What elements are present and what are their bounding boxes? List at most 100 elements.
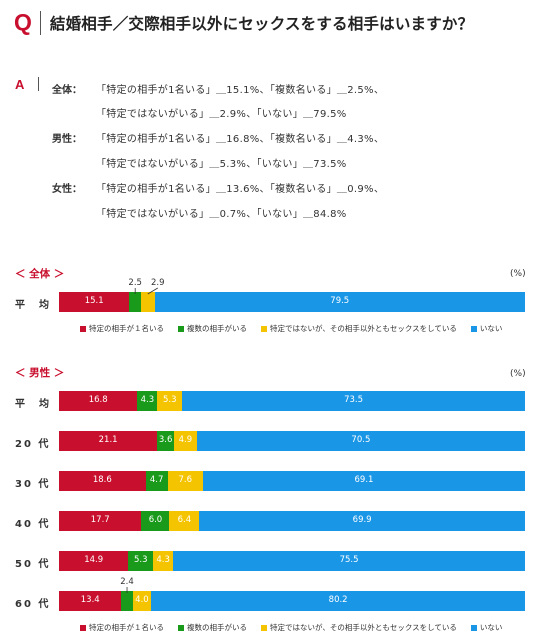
- data-label: 69.9: [352, 515, 372, 525]
- segment-none: [151, 591, 525, 611]
- legend-item-one-partner: 特定の相手が１名いる: [80, 323, 164, 334]
- data-label: 13.4: [80, 595, 100, 605]
- segment-none: [196, 431, 525, 451]
- row-label: 50 代: [15, 559, 51, 570]
- data-label: 14.9: [84, 555, 104, 565]
- data-label-callout: 2.9: [151, 278, 165, 288]
- stacked-bar: 18.6 4.7 7.6 69.1: [59, 471, 525, 491]
- data-label-callout: 2.5: [128, 278, 142, 288]
- segment-none: [154, 292, 525, 312]
- segment-multiple: [129, 292, 141, 312]
- row-label: 平 均: [15, 399, 51, 410]
- segment-unspecified: [153, 551, 174, 571]
- segment-multiple: [128, 551, 154, 571]
- data-label: 4.0: [135, 595, 149, 605]
- legend-label: いない: [479, 324, 503, 333]
- segment-one-partner: [59, 292, 130, 312]
- legend-item-multiple: 複数の相手がいる: [178, 622, 247, 633]
- data-label: 5.3: [163, 395, 177, 405]
- data-label: 69.1: [354, 475, 374, 485]
- data-label: 75.5: [339, 555, 359, 565]
- row-label: 60 代: [15, 599, 51, 610]
- answer-line: 「特定ではないがいる」＿5.3%、「いない」＿73.5%: [96, 159, 347, 170]
- data-label: 18.6: [92, 475, 112, 485]
- segment-multiple: [137, 391, 158, 411]
- data-label: 7.6: [178, 475, 193, 485]
- segment-none: [202, 471, 525, 491]
- answer-group-label-total: 全体：: [52, 85, 82, 96]
- segment-unspecified: [167, 471, 203, 491]
- data-label: 21.1: [98, 435, 118, 445]
- legend-item-multiple: 複数の相手がいる: [178, 323, 247, 334]
- segment-one-partner: [59, 511, 142, 531]
- segment-one-partner: [59, 471, 146, 491]
- answer-line: 「特定ではないがいる」＿2.9%、「いない」＿79.5%: [96, 109, 347, 120]
- data-label: 16.8: [88, 395, 108, 405]
- legend-label: 特定の相手が１名いる: [89, 324, 164, 333]
- segment-none: [182, 391, 525, 411]
- legend-swatch: [261, 325, 267, 332]
- answer-group-label-male: 男性：: [52, 134, 82, 145]
- legend-label: いない: [479, 623, 503, 632]
- data-label: 17.7: [90, 515, 110, 525]
- question-divider: [39, 10, 41, 35]
- legend-label: 特定ではないが、その相手以外ともセックスをしている: [270, 324, 457, 333]
- chart-title-male: ＜ 男性 ＞: [15, 367, 65, 379]
- legend-swatch: [178, 624, 184, 631]
- legend-swatch: [178, 325, 184, 332]
- legend-swatch: [80, 325, 86, 332]
- data-label: 80.2: [328, 595, 348, 605]
- segment-multiple: [141, 511, 170, 531]
- data-label: 4.3: [140, 395, 155, 405]
- data-label: 3.6: [158, 435, 173, 445]
- segment-none: [199, 511, 525, 531]
- segment-unspecified: [157, 391, 183, 411]
- row-label: 平 均: [15, 300, 51, 311]
- stacked-bar: 16.8 4.3 5.3 73.5: [59, 391, 525, 411]
- segment-one-partner: [59, 591, 122, 611]
- segment-unspecified: [169, 511, 200, 531]
- answer-line: 「特定の相手が1名いる」＿13.6%、「複数名いる」＿0.9%、: [96, 184, 385, 195]
- legend-male: 特定の相手が１名いる 複数の相手がいる 特定ではないが、その相手以外ともセックス…: [80, 622, 502, 633]
- answer-divider: [38, 77, 39, 91]
- answer-line: 「特定ではないがいる」＿0.7%、「いない」＿84.8%: [96, 209, 347, 220]
- legend-label: 複数の相手がいる: [187, 324, 247, 333]
- legend-label: 特定の相手が１名いる: [89, 623, 164, 632]
- data-label: 5.3: [134, 555, 148, 565]
- legend-item-none: いない: [470, 622, 503, 633]
- question-letter: Q: [14, 9, 32, 35]
- chart-title-total: ＜ 全体 ＞: [15, 268, 65, 280]
- data-label: 4.7: [149, 475, 164, 485]
- segment-one-partner: [59, 391, 138, 411]
- answer-line: 「特定の相手が1名いる」＿15.1%、「複数名いる」＿2.5%、: [96, 85, 385, 96]
- legend-swatch: [261, 624, 267, 631]
- legend-swatch: [470, 624, 477, 631]
- segment-none: [173, 551, 525, 571]
- question-header: Q 結婚相手／交際相手以外にセックスをする相手はいますか？: [14, 9, 473, 36]
- legend-label: 複数の相手がいる: [187, 623, 247, 632]
- stacked-bar: 14.9 5.3 4.3 75.5: [59, 551, 525, 571]
- answer-letter: A: [15, 77, 25, 92]
- stacked-bar: 13.4 4.0 80.2: [59, 591, 525, 611]
- segment-multiple: [145, 471, 168, 491]
- data-label-callout: 2.4: [120, 577, 134, 587]
- legend-total: 特定の相手が１名いる 複数の相手がいる 特定ではないが、その相手以外ともセックス…: [80, 323, 502, 334]
- data-label: 70.5: [351, 435, 371, 445]
- data-label: 4.9: [178, 435, 193, 445]
- stacked-bar: 21.1 3.6 4.9 70.5: [59, 431, 525, 451]
- row-label: 20 代: [15, 439, 51, 450]
- chart-unit-total: (%): [510, 269, 526, 279]
- segment-unspecified: [173, 431, 197, 451]
- answer-group-label-female: 女性：: [52, 184, 82, 195]
- legend-swatch: [80, 624, 86, 631]
- data-label: 6.0: [148, 515, 163, 525]
- legend-item-unspecified: 特定ではないが、その相手以外ともセックスをしている: [261, 622, 457, 633]
- question-text: 結婚相手／交際相手以外にセックスをする相手はいますか？: [49, 14, 474, 33]
- segment-unspecified: [132, 591, 152, 611]
- data-label: 79.5: [330, 296, 350, 306]
- stacked-bar: 17.7 6.0 6.4 69.9: [59, 511, 525, 531]
- segment-one-partner: [59, 551, 129, 571]
- data-label: 6.4: [177, 515, 192, 525]
- data-label: 15.1: [84, 296, 104, 306]
- legend-label: 特定ではないが、その相手以外ともセックスをしている: [270, 623, 457, 632]
